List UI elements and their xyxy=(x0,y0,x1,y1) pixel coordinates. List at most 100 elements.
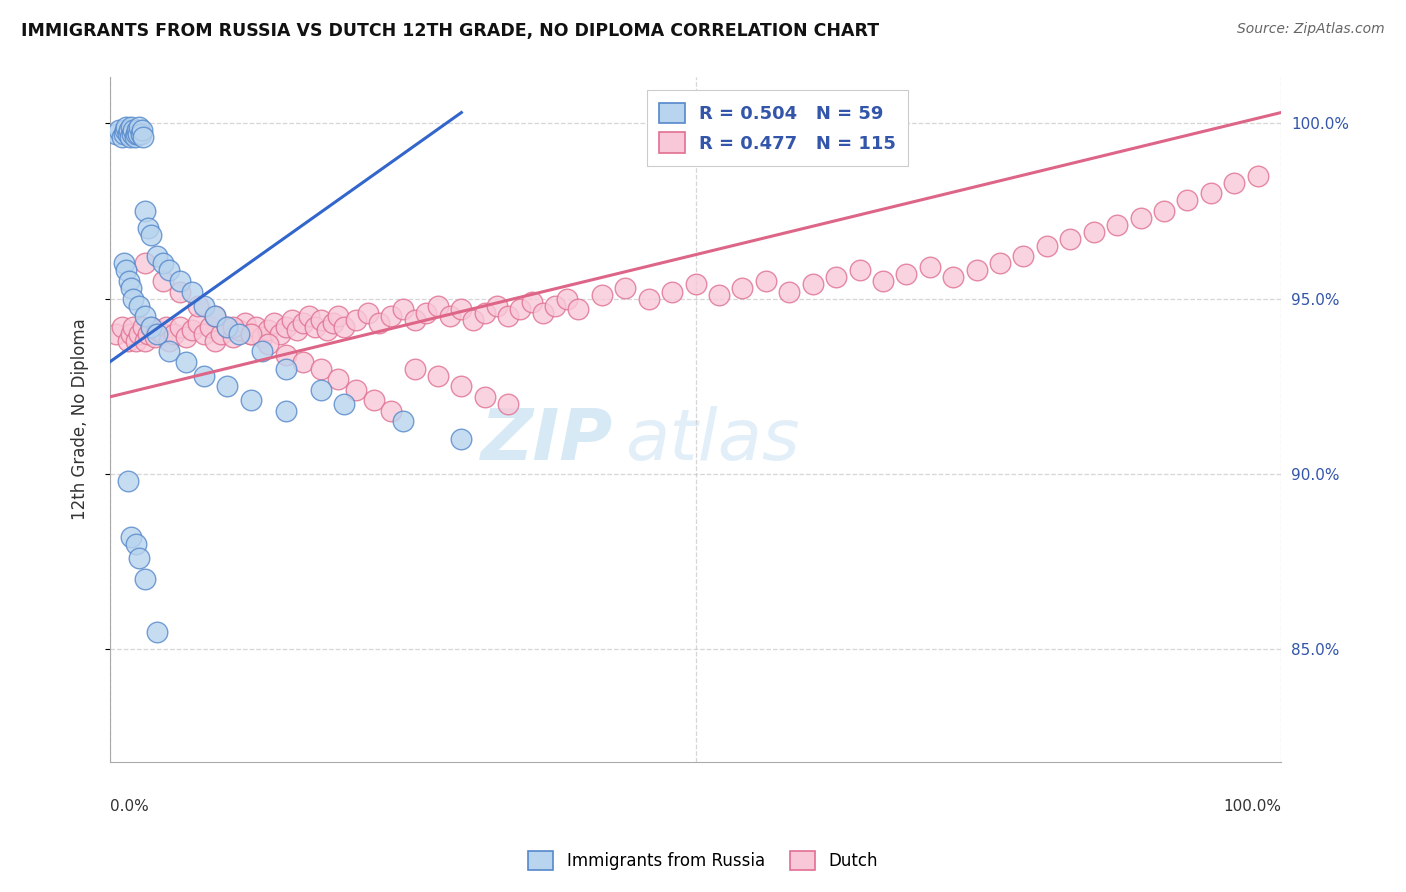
Point xyxy=(181,323,204,337)
Point xyxy=(118,274,141,288)
Point xyxy=(531,305,554,319)
Point xyxy=(555,292,578,306)
Point xyxy=(122,123,145,137)
Point xyxy=(778,285,800,299)
Point xyxy=(132,319,155,334)
Point xyxy=(128,120,150,134)
Point xyxy=(146,624,169,639)
Point xyxy=(461,312,484,326)
Point xyxy=(146,326,169,341)
Legend: R = 0.504   N = 59, R = 0.477   N = 115: R = 0.504 N = 59, R = 0.477 N = 115 xyxy=(647,90,908,166)
Point xyxy=(392,301,415,316)
Point xyxy=(269,326,291,341)
Point xyxy=(245,319,267,334)
Point xyxy=(450,432,472,446)
Point xyxy=(848,263,870,277)
Point xyxy=(157,263,180,277)
Point xyxy=(169,274,191,288)
Point xyxy=(125,127,148,141)
Point xyxy=(257,337,280,351)
Point xyxy=(143,330,166,344)
Point xyxy=(509,301,531,316)
Point xyxy=(1223,176,1246,190)
Point xyxy=(415,305,437,319)
Point xyxy=(174,330,197,344)
Point xyxy=(125,123,148,137)
Point xyxy=(333,397,356,411)
Point xyxy=(426,299,449,313)
Text: 100.0%: 100.0% xyxy=(1223,799,1281,814)
Point xyxy=(169,285,191,299)
Point xyxy=(117,334,139,348)
Point xyxy=(439,309,461,323)
Point xyxy=(357,305,380,319)
Point xyxy=(304,319,326,334)
Point xyxy=(344,312,367,326)
Point xyxy=(404,312,426,326)
Point xyxy=(1153,203,1175,218)
Point xyxy=(120,530,142,544)
Point xyxy=(228,323,250,337)
Text: 0.0%: 0.0% xyxy=(110,799,149,814)
Point xyxy=(380,309,402,323)
Point xyxy=(404,361,426,376)
Point xyxy=(134,203,156,218)
Text: Source: ZipAtlas.com: Source: ZipAtlas.com xyxy=(1237,22,1385,37)
Point xyxy=(274,361,297,376)
Point xyxy=(128,326,150,341)
Point xyxy=(315,323,337,337)
Point xyxy=(392,414,415,428)
Point xyxy=(988,256,1011,270)
Point xyxy=(731,281,754,295)
Point xyxy=(368,316,391,330)
Point xyxy=(181,285,204,299)
Point xyxy=(132,130,155,145)
Point xyxy=(104,127,127,141)
Point xyxy=(520,295,543,310)
Point xyxy=(1036,239,1059,253)
Point xyxy=(120,281,142,295)
Point xyxy=(1129,211,1152,225)
Point xyxy=(117,127,139,141)
Point xyxy=(707,288,730,302)
Point xyxy=(1012,249,1035,263)
Point xyxy=(209,326,232,341)
Point xyxy=(111,130,134,145)
Point xyxy=(239,393,262,408)
Point xyxy=(112,127,135,141)
Point xyxy=(1177,194,1199,208)
Point xyxy=(450,301,472,316)
Point xyxy=(252,330,274,344)
Point xyxy=(426,368,449,383)
Point xyxy=(139,319,162,334)
Point xyxy=(328,309,350,323)
Point xyxy=(544,299,567,313)
Point xyxy=(298,309,321,323)
Point xyxy=(122,319,145,334)
Point xyxy=(121,127,143,141)
Point xyxy=(108,123,131,137)
Point xyxy=(1199,186,1222,201)
Point xyxy=(257,323,280,337)
Point xyxy=(485,299,508,313)
Point xyxy=(104,326,127,341)
Point xyxy=(966,263,988,277)
Point xyxy=(120,120,142,134)
Point xyxy=(117,474,139,488)
Point xyxy=(157,334,180,348)
Point xyxy=(344,383,367,397)
Point xyxy=(193,299,215,313)
Point xyxy=(146,249,169,263)
Point xyxy=(152,256,174,270)
Point xyxy=(450,379,472,393)
Point xyxy=(614,281,637,295)
Point xyxy=(120,326,142,341)
Point xyxy=(1083,225,1105,239)
Point xyxy=(309,383,332,397)
Point xyxy=(139,319,162,334)
Point xyxy=(169,319,191,334)
Point xyxy=(801,277,824,292)
Point xyxy=(233,316,256,330)
Point xyxy=(118,123,141,137)
Point xyxy=(127,127,149,141)
